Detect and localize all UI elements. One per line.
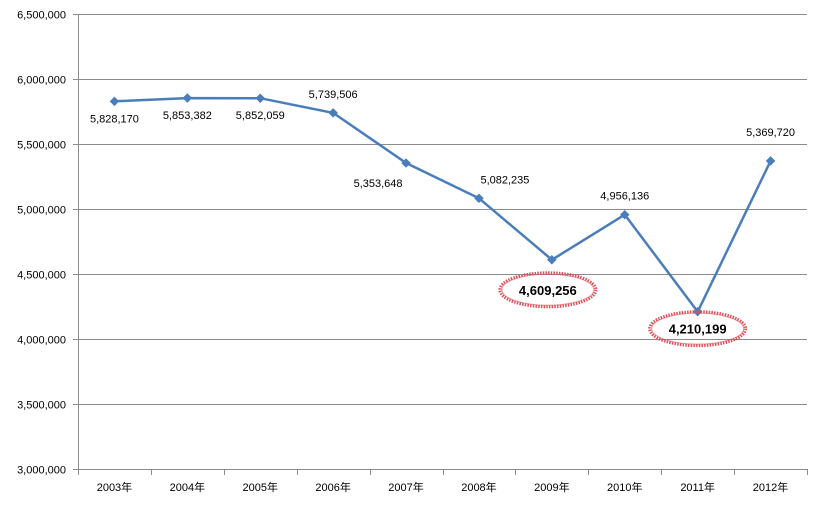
- x-tick-label: 2009年: [534, 480, 569, 494]
- data-point-marker: [255, 93, 266, 104]
- gridlines: [78, 14, 807, 405]
- data-point-marker: [692, 306, 703, 317]
- data-label: 5,369,720: [746, 127, 795, 139]
- data-label: 4,210,199: [669, 322, 727, 337]
- x-tick-label: 2011年: [680, 480, 715, 494]
- x-tick-label: 2012年: [753, 480, 788, 494]
- y-tick-label: 6,500,000: [17, 10, 66, 22]
- data-label: 4,956,136: [600, 191, 649, 203]
- highlight-ellipse: [648, 310, 748, 348]
- axes: [73, 14, 808, 475]
- data-label: 5,853,382: [163, 110, 212, 122]
- data-label: 5,082,235: [480, 174, 529, 186]
- x-tick-label: 2006年: [315, 480, 350, 494]
- data-point-marker: [619, 209, 630, 220]
- markers: [109, 93, 776, 317]
- x-tick-label: 2004年: [170, 480, 205, 494]
- data-labels: 5,828,170 5,853,382 5,852,059 5,739,506 5,35…: [90, 89, 795, 337]
- x-tick-label: 2005年: [243, 480, 278, 494]
- data-label: 5,828,170: [90, 113, 139, 125]
- y-axis-ticks: 3,000,000 3,500,000 4,000,000 4,500,000 5,00…: [17, 10, 66, 477]
- y-tick-label: 5,500,000: [17, 140, 66, 152]
- highlight-circles: [498, 271, 748, 348]
- data-point-marker: [546, 254, 557, 265]
- y-tick-label: 4,000,000: [17, 335, 66, 347]
- data-label: 5,739,506: [309, 89, 358, 101]
- series-line-group: [114, 96, 772, 315]
- data-label: 5,852,059: [236, 110, 285, 122]
- data-point-marker: [182, 93, 193, 103]
- data-label: 5,353,648: [354, 178, 403, 190]
- data-point-marker: [109, 96, 120, 107]
- x-tick-label: 2007年: [388, 480, 423, 494]
- data-point-marker: [765, 156, 776, 166]
- x-tick-label: 2008年: [461, 480, 496, 494]
- series-line: [114, 96, 772, 315]
- x-axis-ticks: 2003年 2004年 2005年 2006年 2007年 2008年 2009年 2010年…: [97, 480, 789, 494]
- data-point-marker: [328, 108, 339, 118]
- x-tick-label: 2003年: [97, 480, 132, 494]
- x-tick-label: 2010年: [607, 480, 642, 494]
- y-tick-label: 3,000,000: [17, 465, 66, 477]
- y-tick-label: 6,000,000: [17, 75, 66, 87]
- y-tick-label: 4,500,000: [17, 270, 66, 282]
- data-label: 4,609,256: [519, 283, 577, 298]
- highlight-ellipse: [498, 271, 598, 309]
- y-tick-label: 3,500,000: [17, 400, 66, 412]
- y-tick-label: 5,000,000: [17, 205, 66, 217]
- data-point-marker: [401, 158, 411, 168]
- data-point-marker: [474, 193, 484, 204]
- highlight-ellipse-inner: [651, 312, 745, 345]
- highlight-ellipse-inner: [501, 273, 595, 306]
